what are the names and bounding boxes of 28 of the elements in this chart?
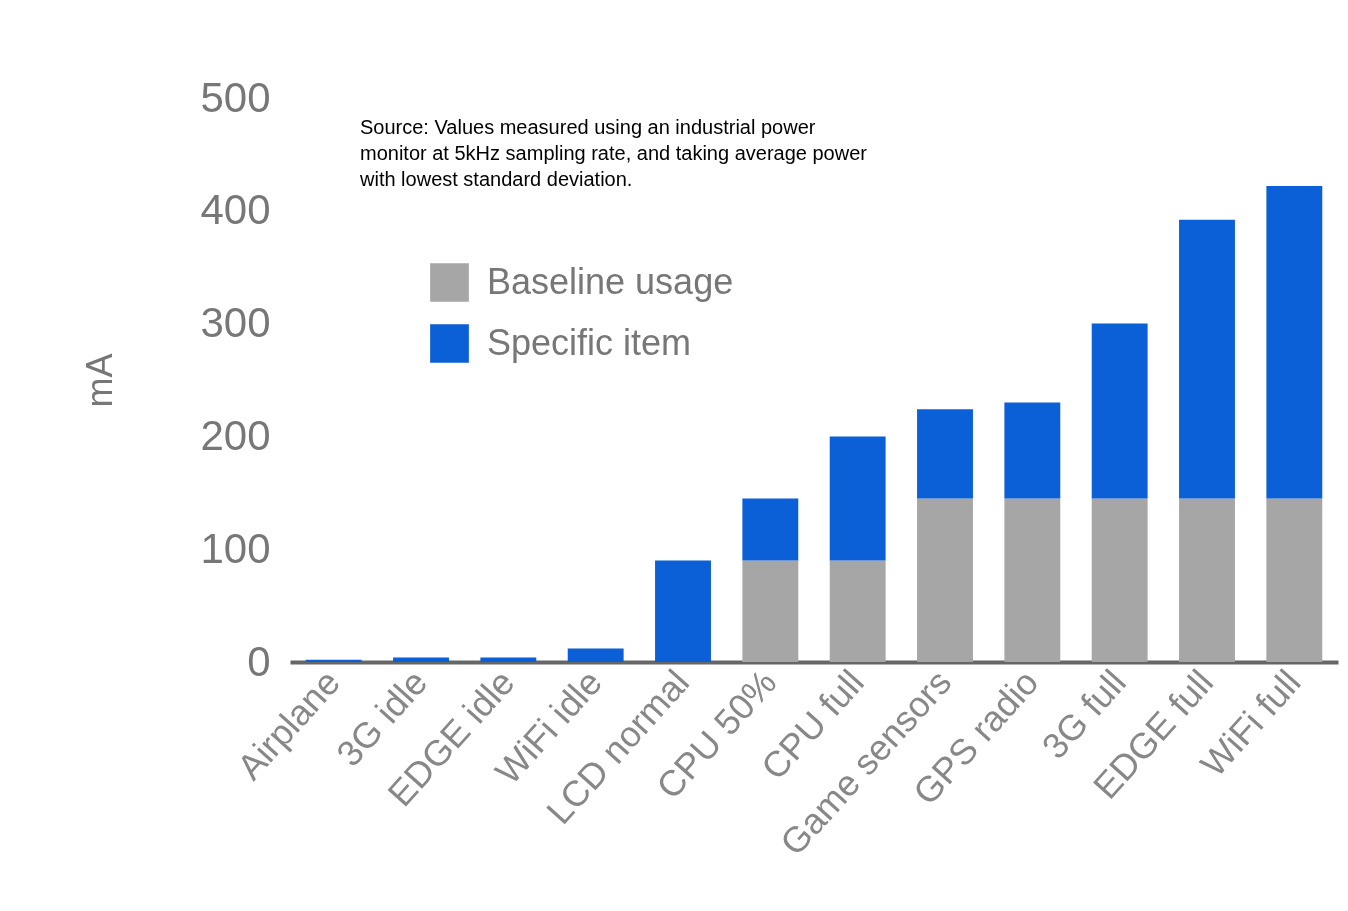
bar <box>1091 323 1148 499</box>
bar <box>655 560 711 662</box>
bar <box>829 436 886 561</box>
bar <box>1266 498 1323 662</box>
y-tick-label: 100 <box>200 524 271 572</box>
bar <box>480 657 537 662</box>
bar <box>567 648 624 662</box>
bar <box>917 409 973 499</box>
y-axis-title: mA <box>79 353 121 408</box>
y-tick-label: 0 <box>247 637 271 685</box>
bar <box>393 657 449 662</box>
annotation: Source: Values measured using an industrial power monitor at 5kHz sampling rate, and taking average power with lowest standard deviation. <box>360 115 868 192</box>
bar <box>742 560 799 662</box>
legend-label: Baseline usage <box>487 260 734 302</box>
bar <box>1004 402 1061 499</box>
bar <box>1091 498 1148 662</box>
bar <box>829 560 886 662</box>
y-tick-label: 300 <box>200 299 271 347</box>
bar <box>1266 185 1323 499</box>
y-tick-label: 400 <box>200 186 271 234</box>
y-tick-label: 200 <box>200 411 271 459</box>
bar <box>1179 498 1235 662</box>
bar <box>742 498 799 561</box>
bar <box>1004 498 1061 662</box>
bar <box>1179 219 1235 499</box>
bar <box>917 498 973 662</box>
legend-label: Specific item <box>487 321 692 363</box>
y-tick-label: 500 <box>200 73 271 121</box>
